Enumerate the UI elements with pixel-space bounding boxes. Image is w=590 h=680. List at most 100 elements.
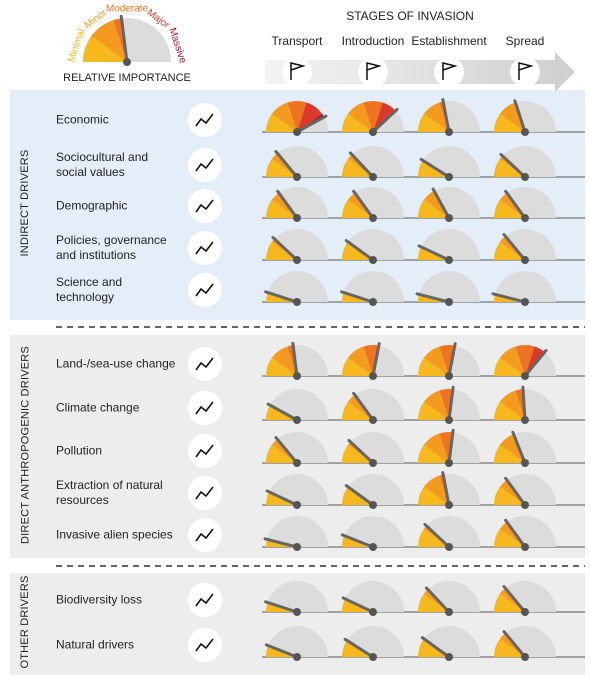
gauge-hub [293,543,301,551]
gauge-needle [347,438,375,465]
driver-icon [188,583,222,617]
gauge-hub [445,256,453,264]
gauge-needle [263,537,299,549]
gauge-hub [521,128,529,136]
gauge-needle [504,518,527,549]
stage-glyph [442,62,458,80]
gauge-hub [369,372,377,380]
gauge-needle [371,342,381,378]
gauge-fill [342,199,373,218]
gauge-fill [499,390,525,420]
gauge-hub [521,501,529,509]
gauge-fill [373,102,396,132]
gauge-needle [504,476,527,507]
gauge-needle [431,187,451,220]
group-label: DIRECT ANTHROPOGENIC DRIVERS [19,345,31,544]
gauge-fill [418,199,449,218]
gauge-track [418,271,480,302]
gauge-hub [369,173,377,181]
driver-label: Natural drivers [56,637,135,652]
gauge-hub [521,298,529,306]
gauge-needle [499,152,527,179]
gauge-fill [266,158,297,177]
gauge-needle [264,643,299,659]
icon-glyph [195,638,214,652]
gauge-fill [515,344,535,376]
gauge-hub [445,501,453,509]
gauge-fill [342,357,373,376]
gauge-needle [523,349,548,378]
gauge-hub [293,298,301,306]
gauge-fill [499,102,525,132]
stage-icon [282,57,312,87]
gauge-needle [344,239,375,262]
gauge-needle [295,114,328,134]
stage-icon [434,57,464,87]
gauge-fill [499,434,525,463]
gauge-fill [342,444,373,463]
gauge-hub [293,173,301,181]
gauge-fill [266,444,297,463]
gauge-fill [287,100,307,132]
driver-icon [188,189,222,223]
driver-icon [188,273,222,307]
gauge-fill [266,199,297,218]
gauge-hub [445,653,453,661]
gauge-hub [293,653,301,661]
gauge-needle [352,189,375,220]
icon-glyph [195,199,214,213]
gauge-needle [502,585,527,614]
level-label: Moderate [106,4,149,15]
driver-label: Climate change [56,400,140,415]
gauge-needle [419,157,451,179]
driver-icon [188,391,222,425]
gauge-needle [491,292,527,304]
gauge-hub [293,416,301,424]
gauge-track [266,271,328,302]
icon-glyph [195,357,214,371]
stages-title: STAGES OF INVASION [346,9,474,23]
gauge-fill [494,486,525,505]
gauge-fill [494,357,525,376]
gauge-hub [445,173,453,181]
gauge-needle [291,341,299,378]
gauge-fill [494,593,525,612]
gauge-fill [418,444,449,463]
gauge-needle [441,471,451,507]
gauge-fill [423,433,449,463]
gauge-fill [271,346,297,376]
stage-label: Transport [272,34,324,48]
gauge-hub [293,128,301,136]
gauge-hub [445,298,453,306]
gauge-fill [423,190,449,218]
gauge-needle [271,235,299,262]
gauge-track [494,271,556,302]
driver-label: Pollution [56,443,103,458]
gauge-hub [369,608,377,616]
gauge-needle [274,436,299,465]
driver-label: Demographic [56,198,128,213]
gauge-needle [417,244,451,262]
gauge-hub [521,653,529,661]
driver-label: Economic [56,112,109,127]
gauge-hub [521,608,529,616]
gauge-fill [418,113,449,132]
gauge-fill [494,401,525,420]
gauge-hub [521,173,529,181]
gauge-needle [352,391,375,422]
gauge-hub [445,214,453,222]
group-label: INDIRECT DRIVERS [19,149,31,257]
gauge-fill [494,113,525,132]
gauge-hub [445,416,453,424]
gauge-hub [369,501,377,509]
gauge-needle [348,151,375,179]
gauge-fill [499,346,525,376]
icon-glyph [195,283,214,297]
gauge-needle [521,385,527,422]
icon-glyph [195,486,214,500]
gauge-hub [123,58,131,66]
gauge-track [342,271,404,302]
gauge-fill [423,475,449,505]
gauge-hub [521,416,529,424]
gauge-needle [447,342,457,378]
